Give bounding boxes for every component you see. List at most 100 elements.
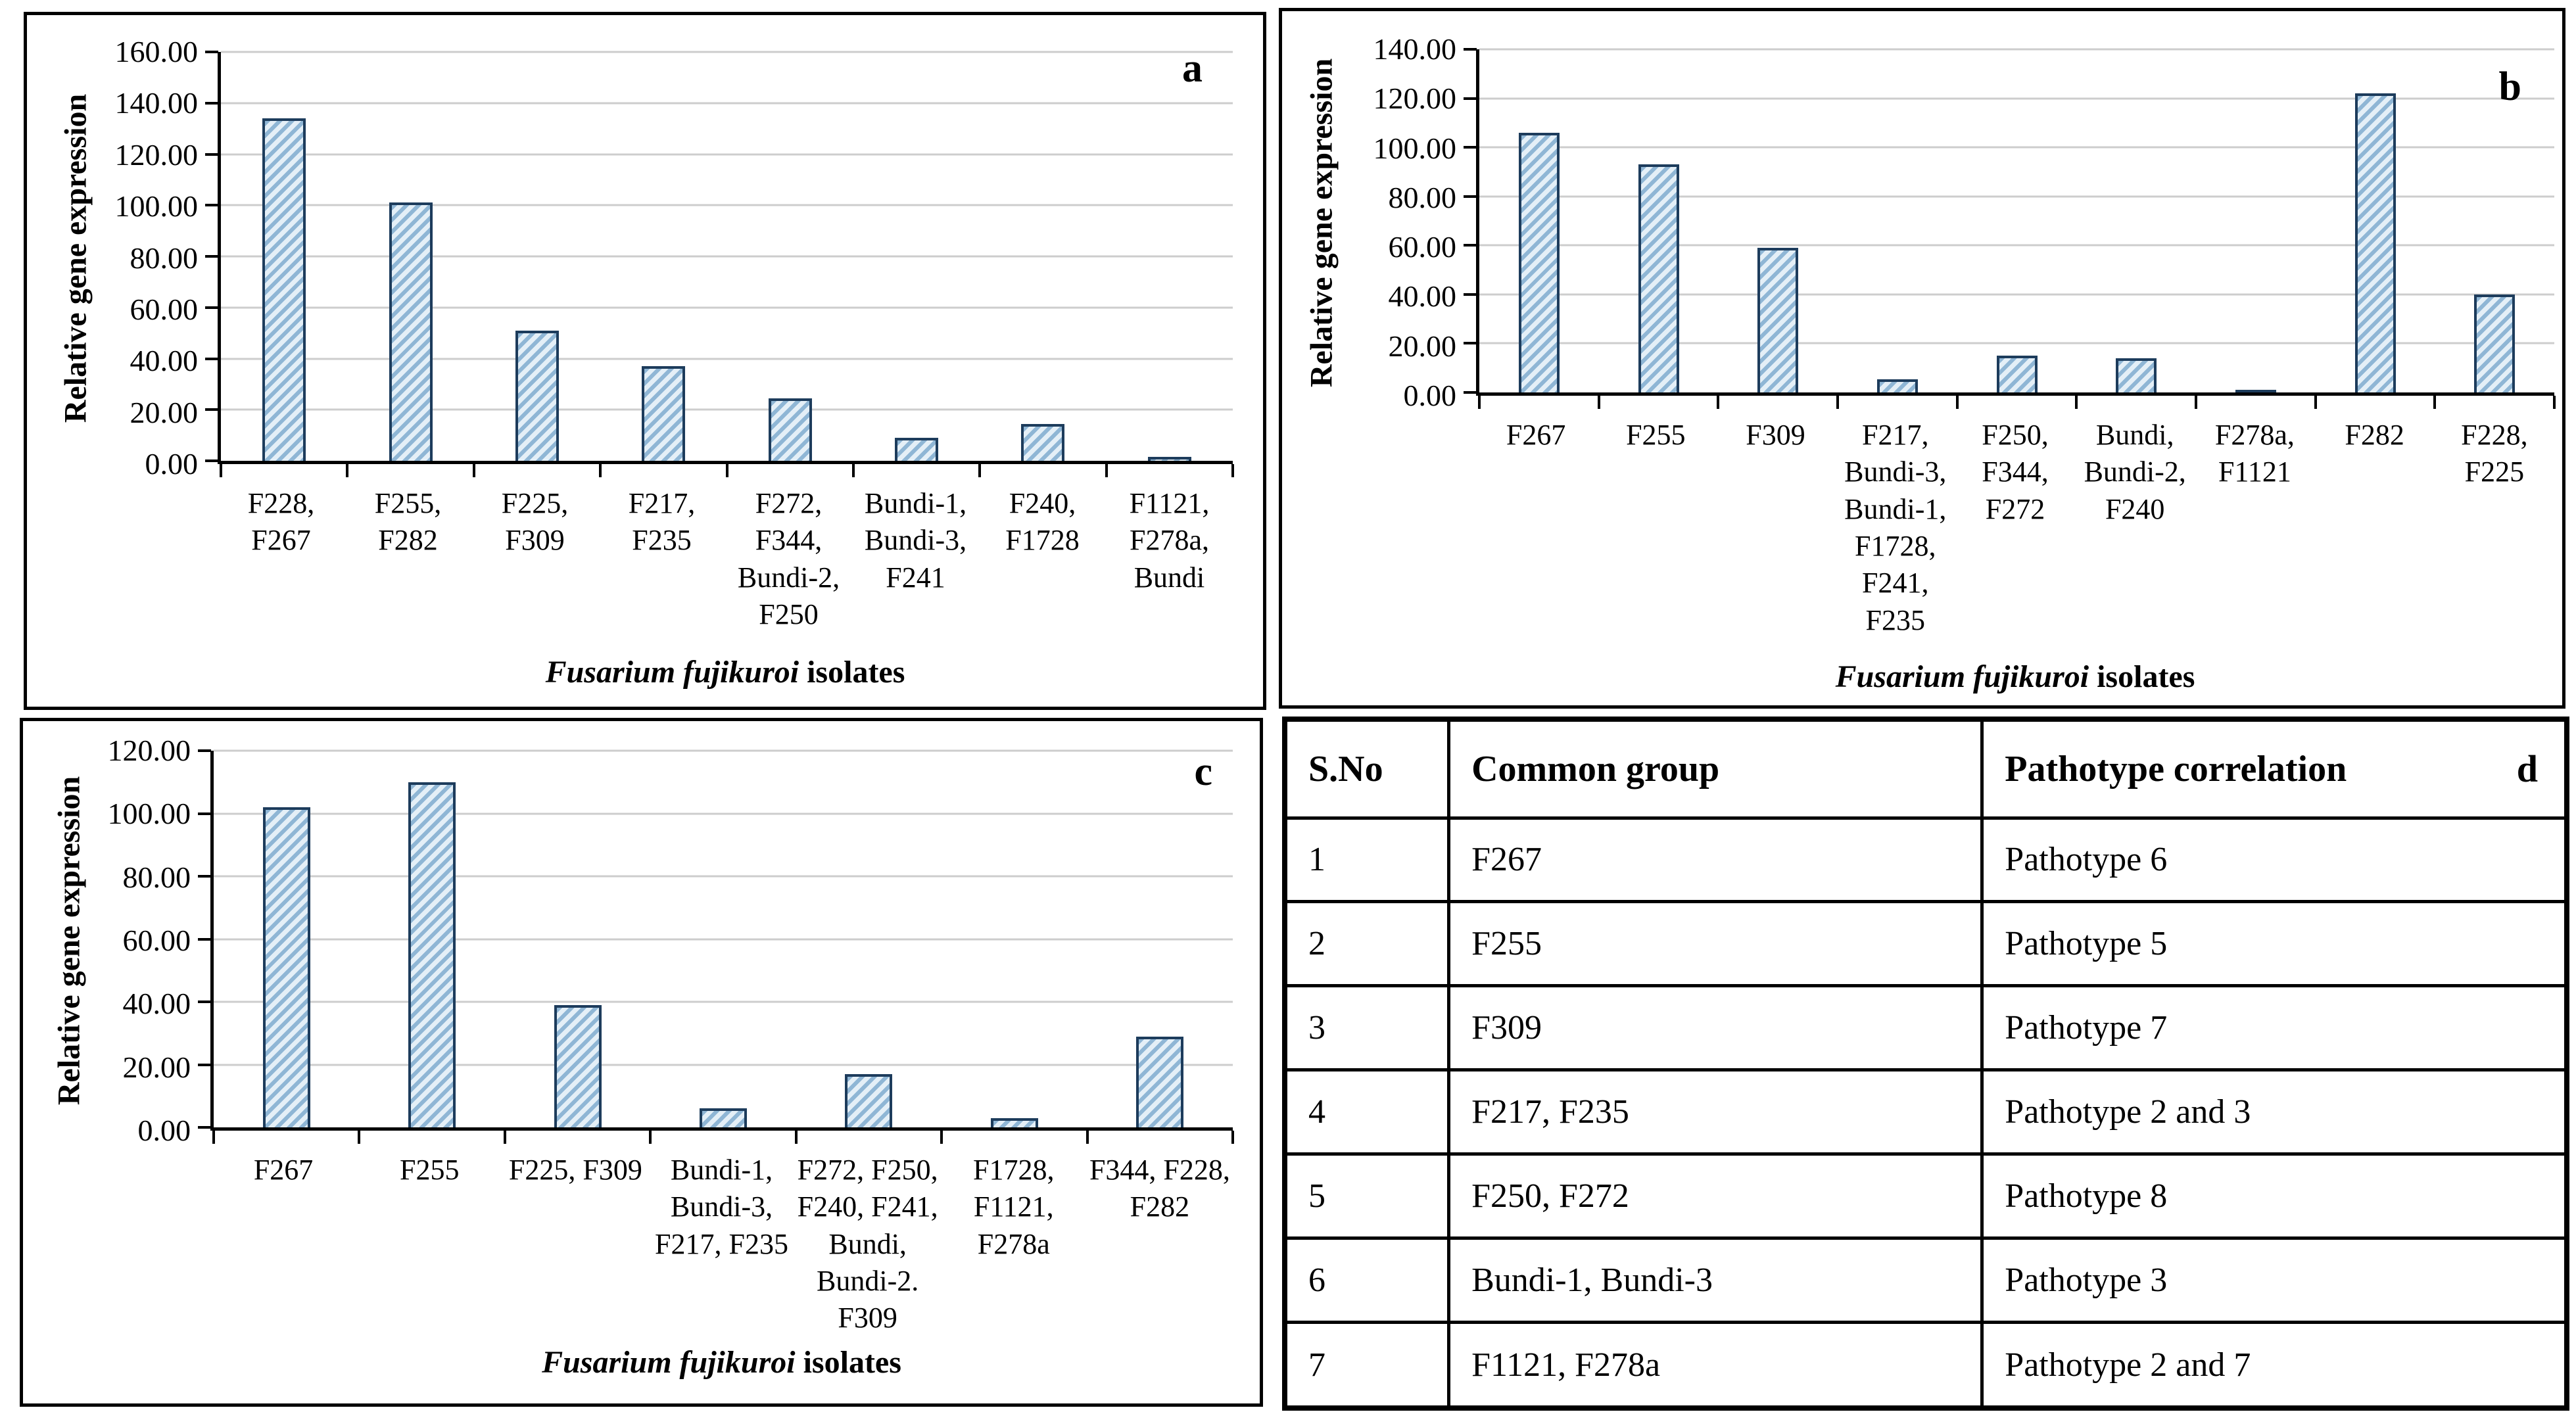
chart-panel-a: Relative gene expression 0.00 20.00 40.00 6…: [24, 12, 1266, 710]
bar: [1996, 356, 2038, 392]
y-tick-label: 20.00: [122, 1050, 191, 1084]
gridline: [214, 1000, 1233, 1003]
y-tick-label: 120.00: [107, 734, 191, 767]
x-tick-mark: [794, 1131, 798, 1144]
chart-panel-b: Relative gene expression 0.00 20.00 40.00 6…: [1279, 8, 2565, 709]
bar-slot: [1838, 49, 1957, 392]
row-number: 1: [1283, 816, 1451, 904]
row-number: 5: [1283, 1152, 1451, 1240]
x-tick-mark: [2194, 396, 2197, 409]
bar: [262, 807, 310, 1127]
bar: [1876, 379, 1918, 392]
x-axis-title-suffix: isolates: [795, 1345, 901, 1380]
bar: [1638, 164, 1679, 392]
x-axis-category-labels: F267 F255 F225, F309 Bundi-1, Bundi-3, F217…: [210, 1152, 1233, 1337]
pathotype-correlation-cell: Pathotype 7: [1980, 984, 2569, 1072]
bar-slot: [474, 52, 600, 461]
bar: [262, 118, 306, 461]
x-tick-mark: [472, 464, 475, 477]
gridline: [214, 1064, 1233, 1066]
bar-slot: [650, 751, 796, 1127]
x-axis-title-species: Fusarium fujikuroi: [542, 1345, 796, 1380]
x-category-label: Bundi-1, Bundi-3, F241: [864, 487, 967, 594]
x-category-label: F309: [1746, 419, 1805, 451]
x-axis-title-suffix: isolates: [2089, 659, 2195, 694]
row-number: 7: [1283, 1321, 1451, 1410]
x-tick-mark: [358, 1131, 361, 1144]
bar-slot: [347, 52, 473, 461]
x-category-label: F272, F344, Bundi-2, F250: [737, 487, 840, 630]
plot-area: [1464, 48, 2556, 409]
bar: [515, 330, 559, 461]
gridline: [221, 408, 1233, 411]
bars-layer: [214, 751, 1233, 1127]
x-tick-mark: [1478, 396, 1481, 409]
y-tick-mark: [198, 937, 211, 941]
x-tick-mark: [2314, 396, 2317, 409]
common-group-cell: F267: [1447, 816, 1984, 904]
table-row: 6 Bundi-1, Bundi-3 Pathotype 3: [1283, 1236, 2569, 1325]
y-tick-label: 40.00: [122, 987, 191, 1021]
x-tick-mark: [212, 1131, 215, 1144]
y-axis-tick-labels: 0.00 20.00 40.00 60.00 80.00 100.00 120.00 140.…: [27, 37, 199, 479]
table-row: 5 F250, F272 Pathotype 8: [1283, 1152, 2569, 1240]
bar-slot: [359, 751, 504, 1127]
y-tick-mark: [198, 749, 211, 752]
x-tick-mark: [851, 464, 855, 477]
y-tick-label: 160.00: [114, 35, 199, 68]
y-tick-label: 60.00: [122, 924, 191, 957]
y-tick-mark: [1464, 48, 1477, 51]
y-tick-label: 140.00: [1373, 32, 1457, 66]
x-category-label: F225, F309: [501, 487, 569, 557]
x-tick-mark: [649, 1131, 652, 1144]
bars-layer: [221, 52, 1233, 461]
y-tick-label: 80.00: [130, 241, 199, 275]
x-category-label: F255: [399, 1154, 460, 1186]
table-row: 3 F309 Pathotype 7: [1283, 984, 2569, 1072]
plot-area: [198, 749, 1234, 1144]
x-category-label: F228, F225: [2461, 419, 2528, 488]
bar: [2474, 294, 2516, 392]
y-tick-mark: [198, 1000, 211, 1003]
plot-area: [205, 51, 1234, 477]
pathotype-correlation-cell: Pathotype 6: [1980, 816, 2569, 904]
x-category-label: Bundi-1, Bundi-3, F217, F235: [655, 1154, 788, 1260]
y-axis-tick-labels: 0.00 20.00 40.00 60.00 80.00 100.00 120.00: [23, 736, 191, 1146]
bar: [2354, 93, 2396, 392]
y-tick-mark: [198, 1126, 211, 1129]
bar-slot: [796, 751, 942, 1127]
x-tick-mark: [2553, 396, 2556, 409]
y-tick-mark: [205, 204, 218, 207]
x-category-label: F1121, F278a, Bundi: [1129, 487, 1210, 594]
y-tick-mark: [1464, 195, 1477, 198]
gridline: [214, 938, 1233, 940]
y-tick-mark: [198, 1063, 211, 1066]
y-tick-label: 0.00: [145, 447, 199, 481]
gridline: [221, 358, 1233, 360]
y-tick-mark: [205, 255, 218, 258]
gridline: [1479, 293, 2554, 296]
row-number: 4: [1283, 1068, 1451, 1156]
bar: [408, 782, 456, 1127]
gridline: [221, 255, 1233, 258]
row-number: 2: [1283, 900, 1451, 988]
y-tick-mark: [205, 459, 218, 462]
x-axis-title-species: Fusarium fujikuroi: [1835, 659, 2089, 694]
x-category-label: F250, F344, F272: [1982, 419, 2049, 525]
x-category-label: F267: [253, 1154, 314, 1186]
pathotype-correlation-cell: Pathotype 3: [1980, 1236, 2569, 1325]
common-group-cell: F255: [1447, 900, 1984, 988]
pathotype-correlation-cell: Pathotype 2 and 7: [1980, 1321, 2569, 1410]
gridline: [1479, 342, 2554, 344]
x-axis-title: Fusarium fujikuroi isolates: [1836, 659, 2195, 695]
x-category-label: F272, F250, F240, F241, Bundi, Bundi-2. …: [797, 1154, 938, 1334]
x-tick-mark: [1955, 396, 1959, 409]
y-tick-mark: [1464, 391, 1477, 394]
bar-slot: [1087, 751, 1233, 1127]
header-pathotype-label: Pathotype correlation: [2005, 748, 2347, 789]
pathotype-table: S.No Common group Pathotype correlation …: [1282, 717, 2569, 1411]
gridline: [214, 875, 1233, 878]
header-common-group: Common group: [1447, 717, 1984, 820]
panel-letter-b: b: [2498, 64, 2521, 109]
x-axis-category-labels: F267 F255 F309 F217, Bundi-3, Bundi-1, F172…: [1476, 417, 2554, 639]
